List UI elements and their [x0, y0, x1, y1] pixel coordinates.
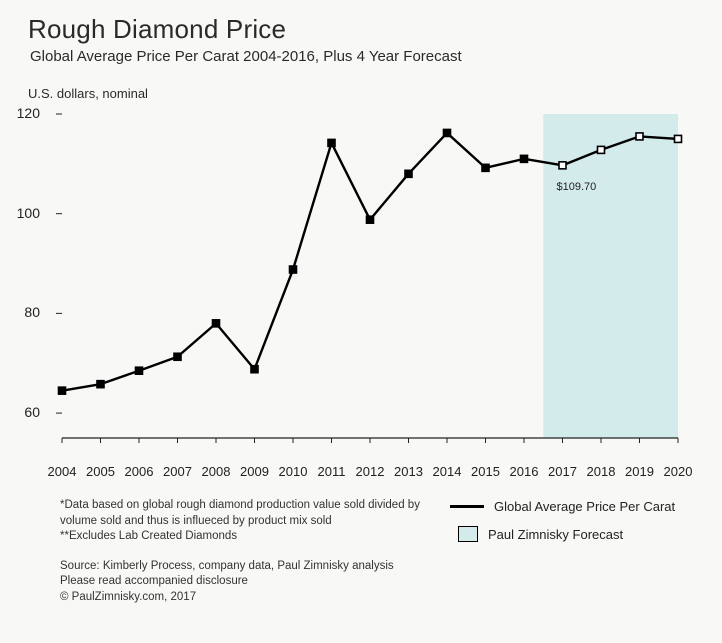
x-tick-label: 2006	[119, 464, 159, 479]
x-tick-label: 2009	[235, 464, 275, 479]
page: Rough Diamond Price Global Average Price…	[0, 0, 722, 643]
x-tick-label: 2016	[504, 464, 544, 479]
data-marker	[444, 129, 451, 136]
y-tick-label: 60	[14, 404, 40, 420]
x-tick-label: 2007	[158, 464, 198, 479]
data-marker	[290, 266, 297, 273]
y-axis-label: U.S. dollars, nominal	[28, 86, 148, 101]
data-marker	[675, 135, 682, 142]
source-line: Source: Kimberly Process, company data, …	[60, 559, 440, 575]
data-marker	[405, 170, 412, 177]
data-marker	[521, 155, 528, 162]
legend-line-series: Global Average Price Per Carat	[450, 498, 702, 516]
x-tick-label: 2008	[196, 464, 236, 479]
data-marker	[328, 139, 335, 146]
legend-forecast: Paul Zimnisky Forecast	[450, 526, 702, 544]
footer: *Data based on global rough diamond prod…	[60, 498, 702, 605]
y-tick-label: 120	[14, 105, 40, 121]
legend-forecast-swatch	[458, 526, 478, 542]
data-marker	[174, 353, 181, 360]
x-tick-label: 2013	[389, 464, 429, 479]
legend-line-swatch	[450, 505, 484, 508]
line-chart: 6080100120200420052006200720082009201020…	[44, 108, 690, 458]
chart-svg	[44, 108, 690, 458]
legend-line-label: Global Average Price Per Carat	[494, 498, 675, 516]
x-tick-label: 2017	[543, 464, 583, 479]
y-tick-label: 80	[14, 304, 40, 320]
x-tick-label: 2018	[581, 464, 621, 479]
data-marker	[559, 162, 566, 169]
y-tick-label: 100	[14, 205, 40, 221]
data-marker	[367, 216, 374, 223]
x-tick-label: 2012	[350, 464, 390, 479]
legend-forecast-label: Paul Zimnisky Forecast	[488, 526, 623, 544]
data-marker	[59, 387, 66, 394]
x-tick-label: 2005	[81, 464, 121, 479]
chart-subtitle: Global Average Price Per Carat 2004-2016…	[30, 48, 462, 65]
x-tick-label: 2014	[427, 464, 467, 479]
x-tick-label: 2015	[466, 464, 506, 479]
data-marker	[598, 146, 605, 153]
footnote-1: *Data based on global rough diamond prod…	[60, 498, 440, 529]
data-marker	[251, 366, 258, 373]
x-tick-label: 2010	[273, 464, 313, 479]
point-annotation: $109.70	[557, 181, 597, 193]
chart-title: Rough Diamond Price	[28, 14, 286, 45]
data-marker	[482, 164, 489, 171]
data-marker	[213, 320, 220, 327]
data-marker	[97, 381, 104, 388]
x-tick-label: 2011	[312, 464, 352, 479]
data-marker	[636, 133, 643, 140]
x-tick-label: 2004	[42, 464, 82, 479]
x-tick-label: 2020	[658, 464, 698, 479]
copyright-line: © PaulZimnisky.com, 2017	[60, 590, 440, 606]
data-marker	[136, 367, 143, 374]
x-tick-label: 2019	[620, 464, 660, 479]
footnote-2: **Excludes Lab Created Diamonds	[60, 529, 440, 545]
disclosure-line: Please read accompanied disclosure	[60, 574, 440, 590]
